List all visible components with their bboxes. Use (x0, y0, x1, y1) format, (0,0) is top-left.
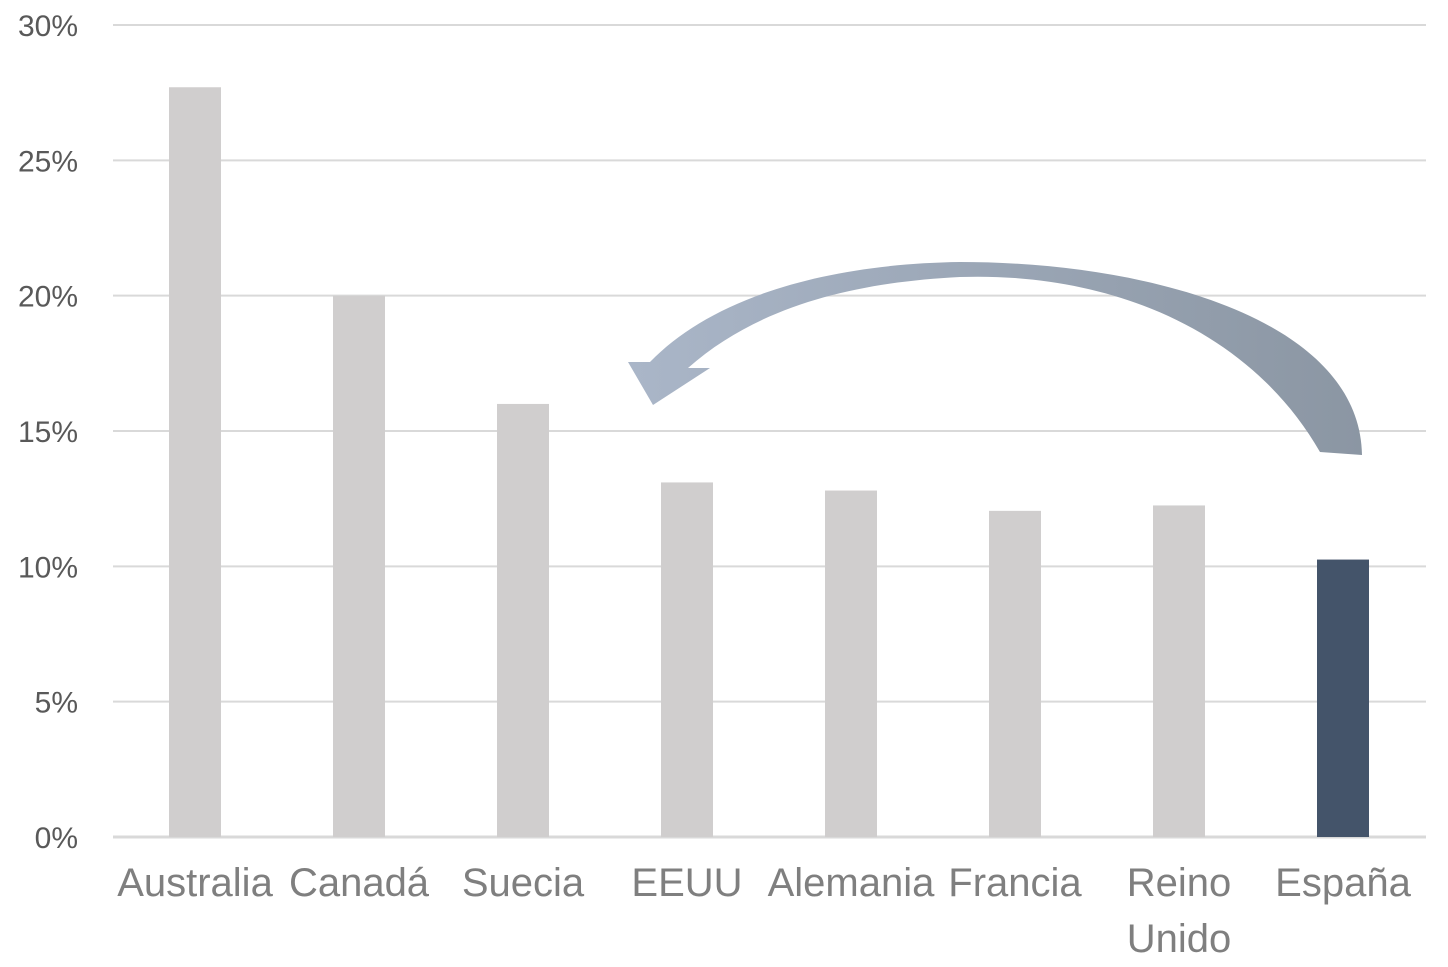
y-tick-label: 25% (18, 145, 78, 178)
bars (169, 87, 1369, 838)
bar-canadá (333, 295, 385, 838)
bar-alemania (825, 490, 877, 837)
bar-españa (1317, 559, 1369, 837)
x-category-label: Suecia (462, 861, 585, 905)
y-tick-label: 20% (18, 281, 78, 314)
bar-australia (169, 87, 221, 837)
x-category-label: Reino Unido (1127, 861, 1232, 961)
bar-reino-unido (1153, 505, 1205, 837)
bar-eeuu (661, 482, 713, 837)
x-category-label: Australia (117, 861, 273, 905)
y-tick-label: 10% (18, 551, 78, 584)
x-category-label: Alemania (768, 861, 936, 905)
bar-suecia (497, 403, 549, 837)
x-axis-category-labels: Australia Canadá Suecia EEUU Alemania Francia… (117, 861, 1411, 961)
y-tick-label: 0% (35, 822, 78, 855)
x-category-label: EEUU (631, 861, 742, 905)
bar-francia (989, 510, 1041, 837)
y-tick-label: 30% (18, 10, 78, 43)
gridlines (113, 24, 1426, 839)
curved-arrow-annotation (628, 262, 1362, 455)
y-tick-label: 15% (18, 416, 78, 449)
annotation-layer (628, 262, 1362, 455)
x-category-label: Francia (948, 861, 1082, 905)
x-category-label: Canadá (289, 861, 430, 905)
x-category-label: España (1275, 861, 1411, 905)
y-tick-label: 5% (35, 687, 78, 720)
y-axis-tick-labels: 0% 5% 10% 15% 20% 25% 30% (18, 10, 78, 855)
